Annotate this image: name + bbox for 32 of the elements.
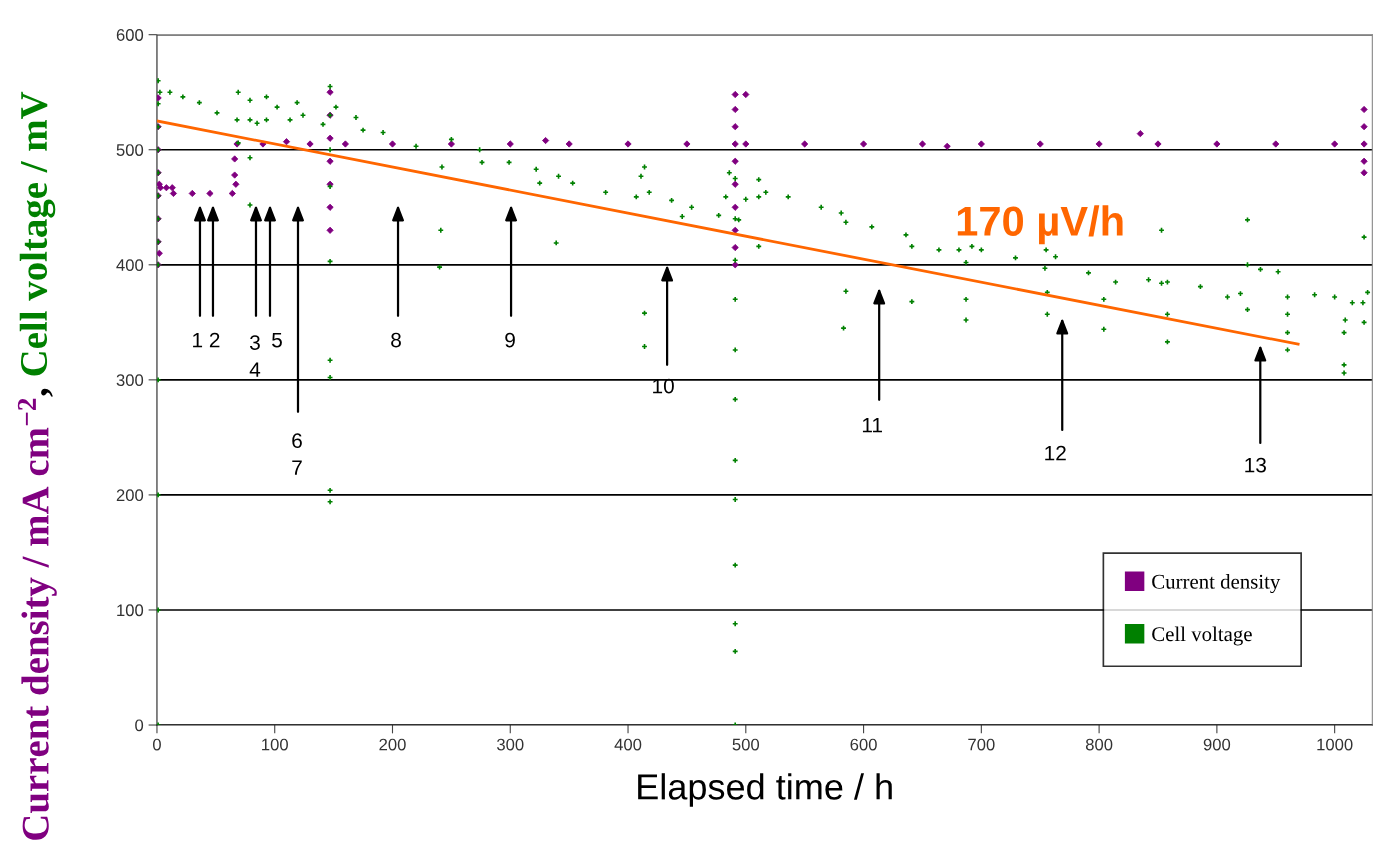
y-tick-label: 400 (116, 259, 144, 271)
x-tick-label: 800 (1085, 738, 1113, 751)
y-axis-title: Current density / mA cm$^{−2}$, Cell voltage / mV (17, 91, 57, 840)
annotation: 12 (1045, 445, 1066, 461)
y-tick-label: 500 (116, 144, 144, 156)
x-tick-label: 100 (262, 738, 288, 751)
annotation: 13 (1245, 457, 1266, 473)
annotation: 170 µV/h (957, 205, 1123, 245)
annotation: 3 4 (249, 335, 261, 377)
legend-label: Cell voltage (1152, 626, 1252, 646)
y-tick-label: 100 (117, 604, 144, 617)
x-tick-label: 900 (1203, 738, 1231, 751)
annotation: 8 (391, 332, 401, 348)
y-tick-label: 200 (116, 489, 144, 502)
y-tick-label: 300 (116, 374, 144, 387)
x-tick-label: 1000 (1317, 738, 1353, 751)
x-tick-label: 700 (968, 738, 995, 751)
y-tick-label: 600 (116, 29, 144, 41)
annotation: 5 (272, 332, 282, 348)
y-tick-label: 0 (135, 719, 144, 732)
x-tick-label: 500 (732, 738, 760, 751)
x-tick-label: 200 (379, 738, 406, 751)
legend-label: Current density (1152, 574, 1281, 594)
x-tick-label: 600 (850, 738, 877, 751)
annotation: 1 2 (193, 332, 220, 348)
x-tick-label: 400 (614, 738, 642, 751)
x-tick-label: 0 (152, 738, 161, 751)
annotation: 6 7 (292, 433, 302, 475)
x-tick-label: 300 (497, 738, 524, 751)
annotation: 9 (505, 332, 515, 348)
annotation: 11 (862, 417, 882, 433)
x-axis-title: Elapsed time / h (638, 773, 892, 807)
